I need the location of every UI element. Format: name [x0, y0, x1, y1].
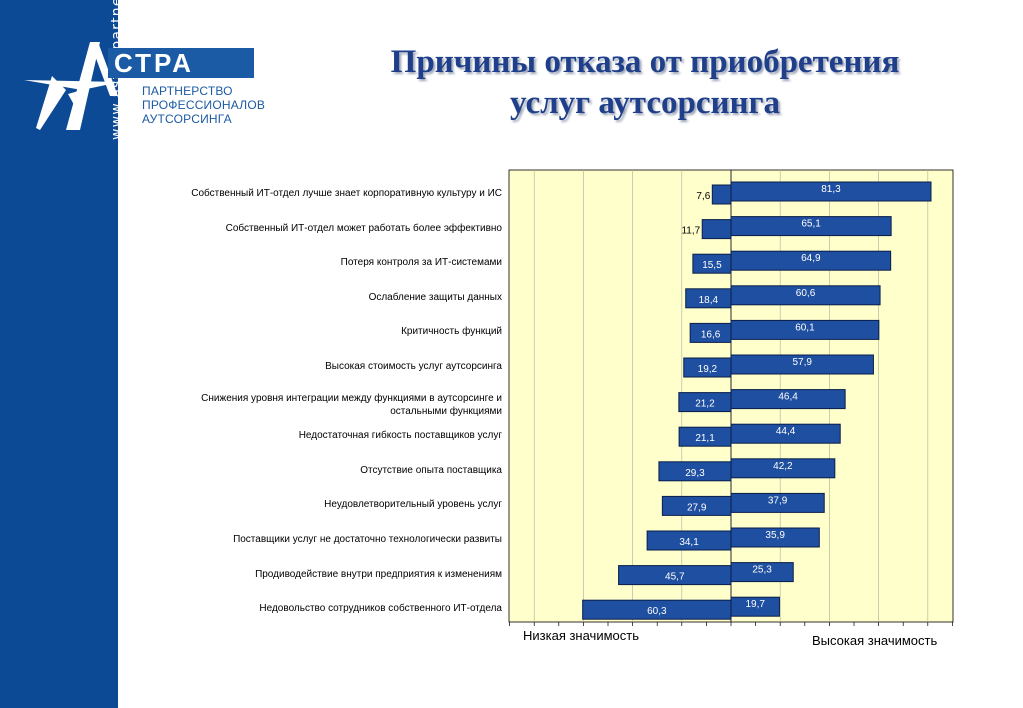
category-label: Поставщики услуг не достаточно технологи…: [233, 534, 502, 545]
title-line-1: Причины отказа от приобретения: [390, 44, 900, 80]
logo-name: СТРА: [114, 48, 194, 78]
logo-star-icon: [24, 42, 254, 130]
data-label-low: 29,3: [685, 468, 705, 479]
data-label-low: 7,6: [696, 191, 710, 202]
sidebar: [0, 0, 118, 708]
data-label-high: 57,9: [792, 357, 812, 368]
bar-low: [658, 461, 732, 482]
data-label-low: 27,9: [687, 502, 707, 513]
bar-low: [678, 426, 732, 447]
category-label: Снижения уровня интеграции между функция…: [201, 392, 502, 417]
logo-subtitle-3: АУТСОРСИНГА: [142, 112, 232, 126]
data-label-high: 60,6: [796, 288, 816, 299]
category-label: Критичность функций: [401, 326, 502, 338]
data-label-low: 19,2: [698, 364, 718, 375]
bar-low: [661, 495, 732, 516]
legend-high-importance: Высокая значимость: [812, 633, 938, 648]
logo-subtitle-1: ПАРТНЕРСТВО: [142, 84, 233, 98]
data-label-low: 16,6: [701, 329, 721, 340]
data-label-high: 46,4: [778, 392, 798, 403]
data-label-high: 81,3: [821, 184, 841, 195]
bar-low: [689, 322, 732, 343]
data-label-low: 11,7: [681, 226, 700, 237]
data-label-high: 37,9: [768, 495, 788, 506]
page-title: Причины отказа от приобретения услуг аут…: [300, 42, 990, 124]
bar-low: [618, 565, 732, 586]
category-label: Недовольство сотрудников собственного ИТ…: [259, 603, 502, 615]
data-label-low: 45,7: [665, 572, 685, 583]
bar-low: [678, 392, 732, 413]
data-label-high: 25,3: [752, 565, 772, 576]
category-label: Неудовлетворительный уровень услуг: [324, 499, 502, 511]
data-label-high: 64,9: [801, 253, 821, 264]
title-line-2: услуг аутсорсинга: [510, 85, 780, 121]
data-label-low: 21,2: [695, 399, 715, 410]
category-label: Собственный ИТ-отдел лучше знает корпора…: [191, 188, 502, 199]
data-label-high: 19,7: [745, 599, 765, 610]
bar-low: [683, 357, 732, 378]
category-label: Ослабление защиты данных: [368, 291, 502, 303]
legend-low-importance: Низкая значимость: [523, 628, 639, 643]
category-label: Продиводействие внутри предприятия к изм…: [255, 568, 502, 580]
category-label: Отсутствие опыта поставщика: [360, 464, 502, 476]
data-label-low: 15,5: [702, 260, 722, 271]
category-label: Высокая стоимость услуг аутсорсинга: [325, 361, 502, 372]
category-label: Недостаточная гибкость поставщиков услуг: [298, 430, 502, 442]
data-label-high: 35,9: [765, 530, 785, 541]
logo-subtitle-2: ПРОФЕССИОНАЛОВ: [142, 98, 266, 112]
data-label-high: 44,4: [776, 426, 796, 437]
company-logo: СТРА ПАРТНЕРСТВО ПРОФЕССИОНАЛОВ АУТСОРСИ…: [22, 38, 266, 138]
bar-low: [701, 219, 732, 240]
data-label-low: 21,1: [695, 433, 715, 444]
data-label-high: 65,1: [801, 219, 821, 230]
bar-low: [692, 253, 732, 274]
bar-low: [646, 530, 732, 551]
category-label: Потеря контроля за ИТ-системами: [340, 257, 502, 269]
data-label-low: 34,1: [679, 537, 699, 548]
bar-low: [582, 599, 732, 620]
data-label-high: 42,2: [773, 461, 793, 472]
data-label-high: 60,1: [795, 322, 815, 333]
bar-low: [685, 288, 732, 309]
data-label-low: 18,4: [699, 295, 719, 306]
data-label-low: 60,3: [647, 606, 667, 617]
category-label: Собственный ИТ-отдел может работать боле…: [225, 222, 502, 234]
bar-low: [711, 184, 732, 205]
